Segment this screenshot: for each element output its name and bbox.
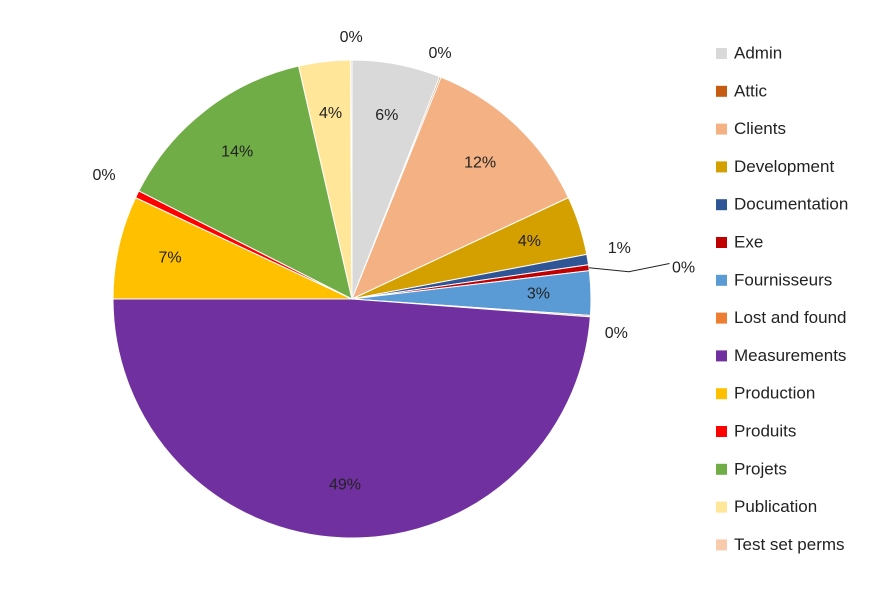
legend-swatch-exe <box>716 237 727 248</box>
slice-label-projets: 14% <box>221 143 253 160</box>
legend-label-projets: Projets <box>734 459 787 478</box>
slice-label-measurements: 49% <box>329 477 361 494</box>
legend-label-exe: Exe <box>734 232 763 251</box>
pie-slice-projets <box>138 65 353 300</box>
legend-label-measurements: Measurements <box>734 346 846 365</box>
pie-slice-test-set-perms <box>349 59 353 300</box>
legend-label-test-set-perms: Test set perms <box>734 535 845 554</box>
legend-swatch-admin <box>716 48 727 59</box>
slice-label-development: 4% <box>518 233 541 250</box>
legend-label-clients: Clients <box>734 119 786 138</box>
slice-label-production: 7% <box>158 250 181 267</box>
pie-slices <box>112 59 592 539</box>
legend-swatch-test-set-perms <box>716 539 727 551</box>
legend-label-development: Development <box>734 157 834 176</box>
legend-swatch-documentation <box>716 199 727 211</box>
leader-line-exe <box>588 263 670 273</box>
legend-swatch-attic <box>716 85 727 97</box>
legend-label-publication: Publication <box>734 497 817 516</box>
slice-labels: 6% 0% 12% 4% 1% 0% 3% 0% 49% 7% 0% 14% 4% 0% <box>92 29 695 493</box>
slice-label-exe: 0% <box>672 260 695 277</box>
legend-label-fournisseurs: Fournisseurs <box>734 270 832 289</box>
slice-label-fournisseurs: 3% <box>527 286 550 303</box>
legend-swatch-fournisseurs <box>716 274 727 286</box>
legend-swatch-projets <box>716 463 727 475</box>
legend-swatch-publication <box>716 501 727 513</box>
slice-label-documentation: 1% <box>608 240 631 257</box>
slice-label-produits: 0% <box>92 167 115 184</box>
pie-slice-clients <box>351 76 570 300</box>
legend: Admin Attic Clients Development Documentatio… <box>716 43 848 554</box>
legend-label-attic: Attic <box>734 81 768 100</box>
slice-label-attic: 0% <box>428 45 451 62</box>
slice-label-clients: 12% <box>464 155 496 172</box>
slice-label-test-set-perms: 0% <box>340 29 363 46</box>
legend-swatch-development <box>716 161 727 173</box>
legend-swatch-measurements <box>716 350 727 362</box>
legend-swatch-clients <box>716 123 727 135</box>
slice-label-lost-and-found: 0% <box>605 325 628 342</box>
legend-swatch-produits <box>716 426 727 437</box>
leader-lines <box>588 263 670 273</box>
pie-slice-measurements <box>112 298 591 539</box>
legend-swatch-production <box>716 388 727 400</box>
legend-label-production: Production <box>734 384 815 403</box>
legend-label-produits: Produits <box>734 421 796 440</box>
legend-label-documentation: Documentation <box>734 195 848 214</box>
legend-label-lost-and-found: Lost and found <box>734 308 846 327</box>
pie-slice-production <box>112 196 353 300</box>
legend-swatch-lost-and-found <box>716 312 727 324</box>
slice-label-admin: 6% <box>375 107 398 124</box>
slice-label-publication: 4% <box>319 105 342 122</box>
legend-label-admin: Admin <box>734 43 782 62</box>
